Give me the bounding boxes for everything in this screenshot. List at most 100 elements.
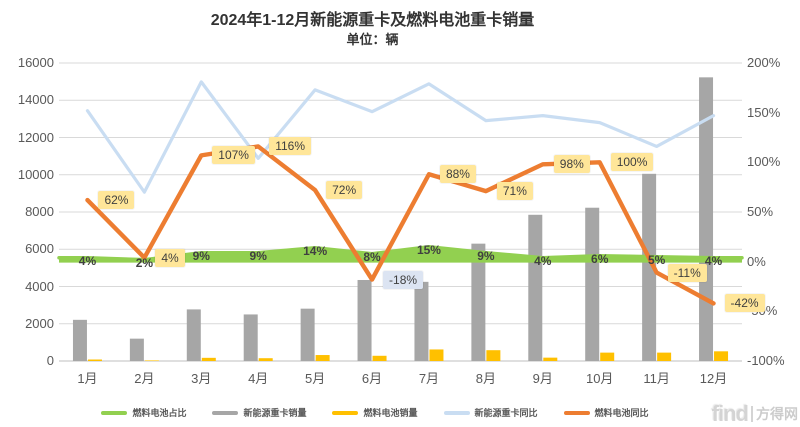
yoy-data-label: 4% [155,248,185,267]
area-fill [59,246,742,263]
yoy-data-label: 100% [610,153,654,172]
chart-subtitle: 单位：辆 [346,32,399,47]
y-axis-tick-label: 2000 [25,315,54,331]
bar [429,349,444,361]
share-data-label: 14% [303,243,328,258]
bar [486,350,501,361]
legend-label: 新能源重卡销量 [243,408,307,418]
y-axis-tick-label: 14000 [17,92,54,108]
legend-item-fuel-cell-sales: 燃料电池销量 [332,406,418,419]
legend-item-fuel-cell-share: 燃料电池占比 [101,406,186,419]
watermark-find-text: find [711,401,749,426]
y-axis-tick-label: 100% [747,154,781,170]
share-data-label: 9% [192,248,210,263]
bar [72,319,87,361]
yoy-data-label: 71% [496,182,533,201]
legend-swatch-amber-icon [332,410,359,415]
bar [144,360,159,361]
x-axis-tick-label: 2月 [134,371,155,386]
bar [129,338,144,361]
y-axis-tick-label: 0% [747,253,766,269]
bar [357,279,372,361]
y-axis-tick-label: 16000 [17,55,54,70]
bar [315,355,330,361]
share-data-label: 9% [477,248,495,263]
x-axis-tick-label: 4月 [248,371,269,386]
legend-item-ne-truck-yoy: 新能源重卡同比 [443,406,538,419]
yoy-data-label: 116% [269,137,312,156]
bar [528,214,543,361]
x-axis-tick-label: 5月 [305,371,326,386]
y-axis-tick-label: 150% [747,104,781,120]
bar [300,308,315,361]
yoy-data-label: -11% [667,263,707,282]
gridlines [59,62,742,362]
bar [642,173,657,361]
y-axis-tick-label: 0 [46,353,54,368]
bar [699,77,714,361]
x-axis-tick-label: 8月 [475,371,496,386]
share-data-label: 9% [249,248,267,263]
watermark-cjk-text: 方得网 [751,406,798,422]
legend-item-fuel-cell-yoy: 燃料电池同比 [563,406,649,419]
y-axis-tick-label: 50% [747,204,774,219]
bar [243,314,258,361]
legend-swatch-lightblue-icon [443,410,470,415]
yoy-data-label: 62% [98,191,135,210]
bar [372,355,387,361]
x-axis-tick-label: 3月 [191,371,212,386]
legend-label: 燃料电池同比 [594,408,649,418]
bar [471,243,486,361]
yoy-data-label: -18% [383,270,424,289]
y-axis-tick-label: 6000 [25,241,54,257]
share-data-label: 8% [363,249,381,264]
y-axis-tick-label: 12000 [17,129,54,145]
legend-swatch-green-icon [101,410,128,415]
x-axis-tick-label: 11月 [643,371,670,386]
legend: 燃料电池占比 新能源重卡销量 燃料电池销量 新能源重卡同比 燃料电池同比 [0,406,750,419]
x-axis-tick-label: 10月 [585,371,614,386]
site-watermark-logo: find 方得网 [712,403,798,425]
bar [87,359,102,361]
legend-swatch-gray-icon [212,410,239,415]
bar [414,281,429,361]
yoy-data-label: 72% [326,181,363,200]
share-data-label: 4% [534,253,552,268]
yoy-data-label: 98% [553,155,590,174]
x-axis-tick-label: 12月 [699,371,728,386]
x-axis-tick-label: 1月 [77,371,98,386]
share-data-label: 5% [647,252,666,267]
yoy-data-label: 107% [212,146,255,165]
yoy-data-label: 88% [439,165,476,184]
bar [585,207,600,361]
chart-title: 2024年1-12月新能源重卡及燃料电池重卡销量 [210,12,535,29]
y-axis-tick-label: 10000 [17,166,54,182]
share-data-label: 2% [135,255,154,270]
y-axis-tick-label: -100% [747,353,785,368]
y-axis-tick-label: 8000 [25,204,54,219]
bar [600,352,615,361]
yoy-line-orange [85,144,716,306]
y-axis-tick-label: 200% [747,55,781,70]
x-axis-tick-label: 7月 [418,371,440,386]
legend-label: 新能源重卡同比 [474,408,538,418]
bar [714,351,729,361]
legend-label: 燃料电池占比 [132,408,187,418]
line-series [85,80,716,306]
x-axis-tick-label: 9月 [532,371,553,386]
share-data-label: 6% [591,251,609,266]
bar [186,309,201,361]
bar-series [72,77,729,361]
yoy-line-light-blue [85,80,716,194]
share-data-label: 4% [78,253,97,268]
bar [657,352,672,361]
legend-item-ne-truck-sales: 新能源重卡销量 [212,406,306,419]
bar [201,357,216,361]
x-axis-tick-label: 6月 [361,371,383,386]
legend-swatch-orange-icon [563,410,590,415]
share-data-label: 4% [704,253,723,268]
bar [258,358,273,361]
y-axis-tick-label: 4000 [25,278,54,294]
